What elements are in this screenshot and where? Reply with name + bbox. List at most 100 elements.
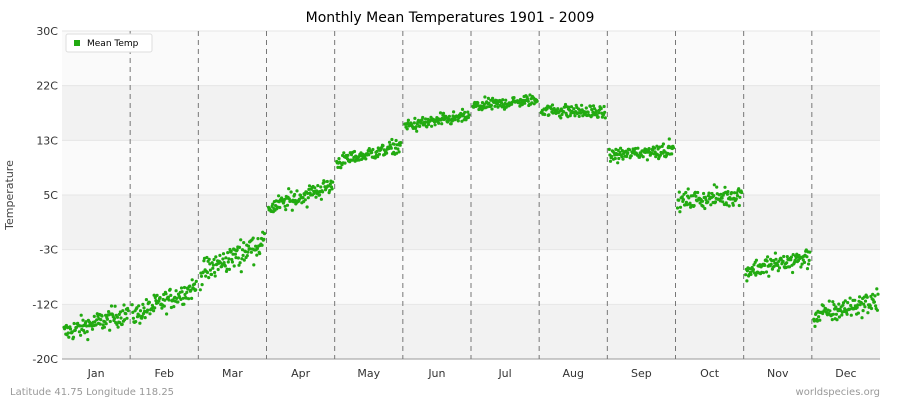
data-point: [162, 304, 166, 308]
data-point: [214, 255, 218, 259]
data-point: [812, 319, 817, 323]
data-point: [256, 237, 260, 241]
data-point: [66, 331, 70, 335]
data-point: [675, 206, 680, 210]
data-point: [255, 246, 259, 251]
data-point: [108, 328, 112, 332]
data-point: [735, 194, 740, 198]
data-point: [602, 104, 606, 109]
data-point: [460, 119, 464, 123]
data-point: [232, 264, 236, 268]
data-point: [834, 305, 838, 309]
data-point: [641, 155, 645, 159]
data-point: [179, 286, 184, 290]
data-points: [62, 93, 880, 342]
data-point: [788, 265, 792, 269]
data-point: [115, 315, 120, 319]
data-point: [645, 158, 650, 162]
data-point: [827, 299, 831, 303]
data-point: [321, 190, 325, 194]
data-point: [293, 198, 297, 203]
data-point: [77, 330, 81, 334]
data-point: [377, 152, 381, 156]
data-point: [678, 205, 683, 209]
data-point: [124, 312, 128, 316]
data-point: [723, 185, 727, 189]
x-tick-label: Apr: [291, 367, 311, 380]
data-point: [224, 256, 228, 260]
y-tick-label: 30C: [36, 25, 58, 38]
x-tick-label: Mar: [222, 367, 243, 380]
data-point: [593, 107, 597, 111]
data-point: [791, 253, 795, 257]
data-point: [79, 333, 83, 337]
data-point: [221, 252, 226, 256]
data-point: [413, 116, 417, 120]
data-point: [599, 107, 603, 111]
data-point: [837, 315, 842, 319]
y-tick-labels: 30C 22C 13C 5C -3C -12C -20C: [32, 25, 58, 366]
data-point: [590, 107, 594, 112]
data-point: [313, 186, 317, 190]
data-point: [449, 122, 453, 126]
data-point: [242, 258, 246, 262]
data-point: [580, 103, 584, 107]
data-point: [307, 187, 311, 191]
data-point: [815, 319, 820, 323]
data-point: [99, 318, 103, 322]
data-point: [427, 122, 431, 127]
data-point: [371, 147, 375, 152]
data-point: [791, 270, 795, 275]
data-point: [240, 257, 244, 261]
data-point: [316, 184, 320, 188]
data-point: [414, 125, 418, 129]
data-point: [693, 190, 697, 194]
data-point: [603, 116, 607, 120]
data-point: [865, 295, 869, 299]
data-point: [651, 148, 655, 152]
data-point: [547, 113, 551, 117]
data-point: [764, 270, 769, 274]
data-point: [221, 257, 225, 261]
data-point: [578, 108, 582, 112]
data-point: [189, 288, 193, 292]
data-point: [776, 269, 780, 273]
data-point: [183, 292, 187, 297]
data-point: [367, 153, 371, 157]
data-point: [73, 328, 77, 332]
data-point: [486, 96, 490, 100]
data-point: [493, 104, 497, 108]
data-point: [789, 258, 793, 262]
data-point: [633, 146, 638, 151]
data-point: [483, 95, 487, 99]
data-point: [807, 262, 811, 266]
data-point: [169, 305, 173, 310]
data-point: [600, 115, 605, 119]
data-point: [866, 311, 870, 315]
data-point: [79, 313, 83, 317]
data-point: [165, 312, 169, 316]
data-point: [568, 114, 572, 118]
data-point: [168, 287, 172, 291]
data-point: [781, 259, 785, 263]
data-point: [691, 194, 695, 198]
data-point: [216, 267, 220, 272]
data-point: [207, 257, 211, 261]
data-point: [229, 249, 233, 253]
data-point: [452, 110, 456, 114]
data-point: [236, 256, 240, 260]
data-point: [805, 267, 810, 271]
data-point: [194, 279, 198, 283]
data-point: [357, 158, 361, 162]
data-point: [696, 190, 700, 195]
data-point: [172, 305, 176, 309]
data-point: [824, 307, 828, 311]
data-point: [120, 322, 124, 326]
data-point: [389, 146, 393, 150]
data-point: [251, 236, 255, 240]
data-point: [319, 197, 323, 201]
data-point: [701, 204, 705, 208]
data-point: [306, 196, 310, 200]
data-point: [647, 147, 651, 151]
data-point: [874, 304, 878, 308]
